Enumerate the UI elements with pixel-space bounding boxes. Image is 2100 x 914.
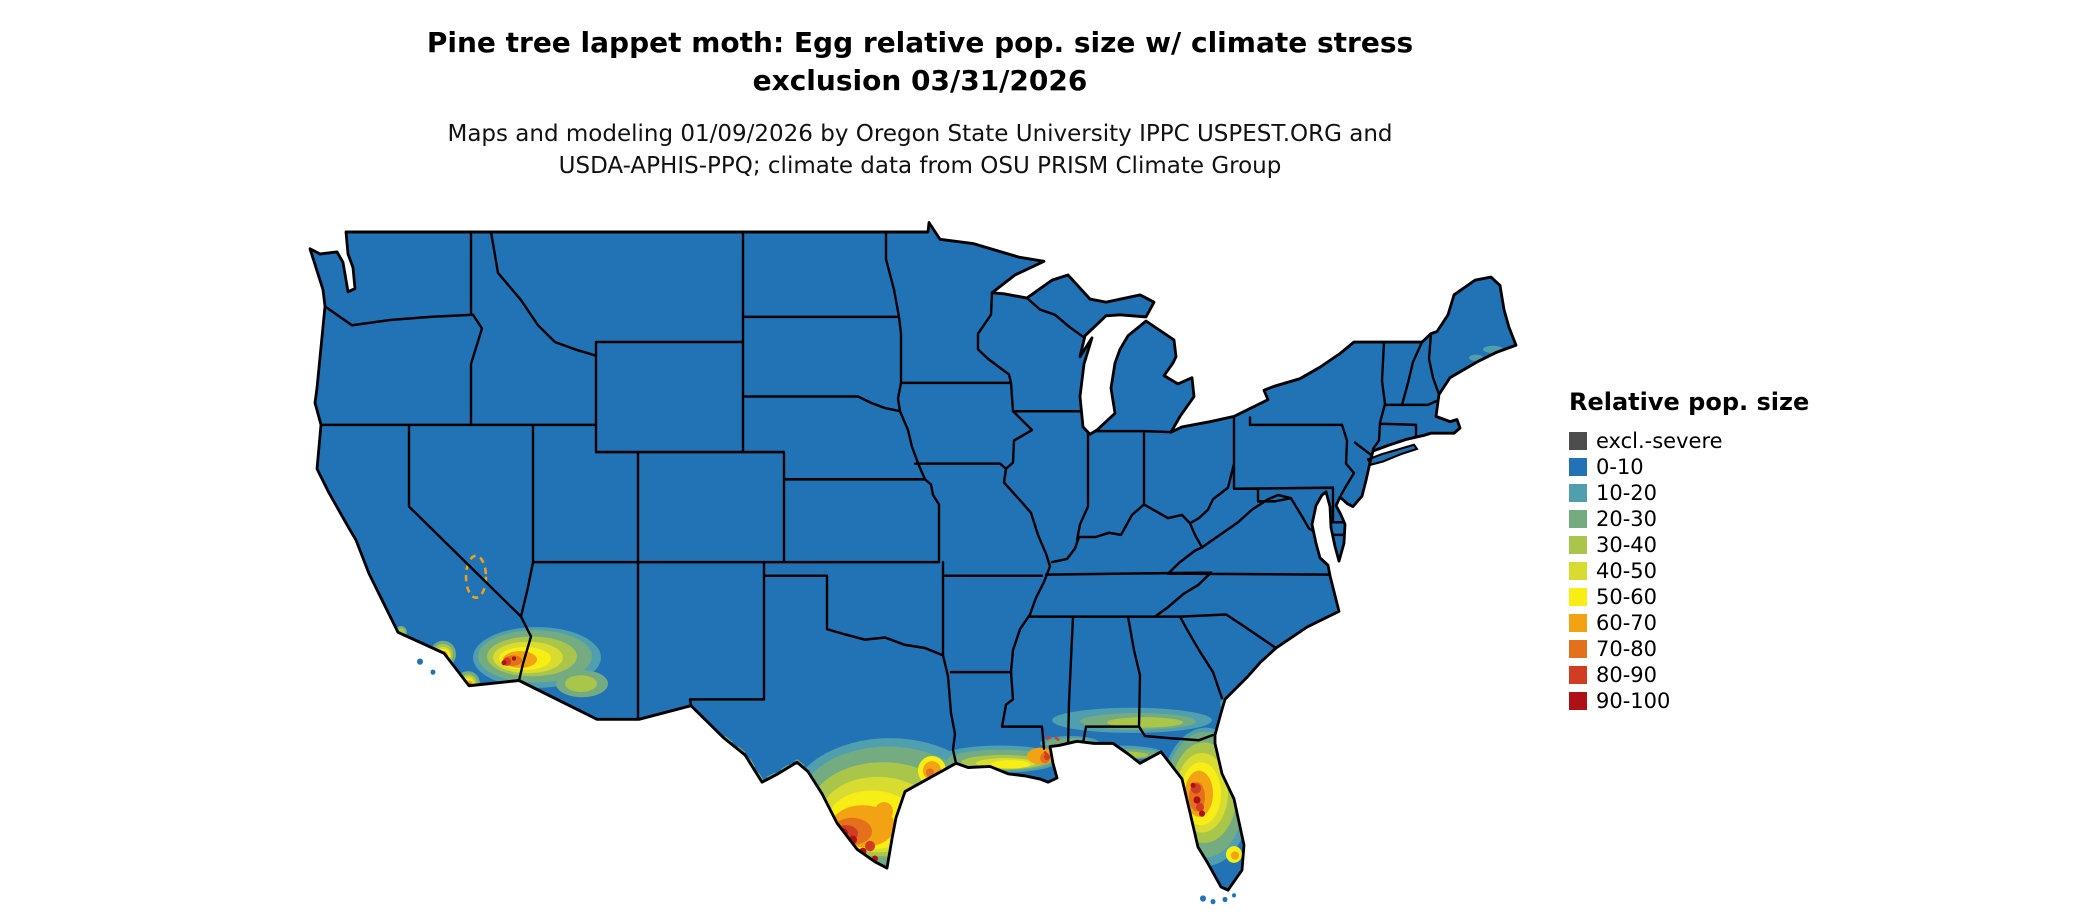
legend-title: Relative pop. size	[1569, 388, 1810, 416]
legend-swatch	[1569, 640, 1587, 658]
page-subtitle: Maps and modeling 01/09/2026 by Oregon S…	[0, 118, 1840, 182]
legend-item-50-60: 50-60	[1569, 584, 1809, 610]
legend-item-excl-severe: excl.-severe	[1569, 428, 1809, 454]
conus-landmass	[310, 222, 1516, 891]
conus-outline	[308, 221, 1518, 892]
legend-item-20-30: 20-30	[1569, 506, 1809, 532]
state-borders	[319, 230, 1441, 765]
legend-label: 40-50	[1596, 558, 1658, 583]
subtitle-line-1: Maps and modeling 01/09/2026 by Oregon S…	[447, 120, 1393, 147]
subtitle-line-2: USDA-APHIS-PPQ; climate data from OSU PR…	[558, 152, 1282, 179]
legend-label: 70-80	[1596, 636, 1658, 661]
state-borders-west	[319, 230, 1013, 721]
legend-swatch	[1569, 588, 1587, 606]
page-title: Pine tree lappet moth: Egg relative pop.…	[0, 24, 1840, 100]
legend-swatch	[1569, 692, 1587, 710]
legend-item-90-100: 90-100	[1569, 688, 1809, 714]
legend-label: 20-30	[1596, 506, 1658, 531]
title-line-1: Pine tree lappet moth: Egg relative pop.…	[426, 26, 1414, 59]
legend-item-30-40: 30-40	[1569, 532, 1809, 558]
legend-label: 60-70	[1596, 610, 1658, 635]
us-conus-map	[308, 221, 1518, 905]
legend-swatch	[1569, 510, 1587, 528]
map-header: Pine tree lappet moth: Egg relative pop.…	[0, 24, 1840, 182]
legend-swatch	[1569, 432, 1587, 450]
legend-swatch	[1569, 562, 1587, 580]
legend-swatch	[1569, 666, 1587, 684]
state-borders-northeast	[1248, 332, 1441, 497]
legend-label: 10-20	[1596, 480, 1658, 505]
legend-swatch	[1569, 458, 1587, 476]
legend-swatch	[1569, 614, 1587, 632]
legend-label: 90-100	[1596, 688, 1671, 713]
state-borders-south-central	[688, 560, 1278, 765]
legend-item-10-20: 10-20	[1569, 480, 1809, 506]
legend-item-70-80: 70-80	[1569, 636, 1809, 662]
state-borders-midwest-east	[976, 291, 1350, 728]
long-island	[1366, 443, 1419, 466]
map-legend: Relative pop. size excl.-severe 0-10 10-…	[1569, 388, 1809, 714]
legend-label: excl.-severe	[1596, 428, 1723, 453]
legend-item-40-50: 40-50	[1569, 558, 1809, 584]
legend-label: 0-10	[1596, 454, 1644, 479]
legend-items: excl.-severe 0-10 10-20 20-30 30-40 40-5…	[1569, 428, 1809, 714]
legend-item-80-90: 80-90	[1569, 662, 1809, 688]
sierra-desert-ring	[464, 554, 488, 600]
legend-swatch	[1569, 484, 1587, 502]
legend-label: 80-90	[1596, 662, 1658, 687]
legend-label: 30-40	[1596, 532, 1658, 557]
legend-item-60-70: 60-70	[1569, 610, 1809, 636]
legend-label: 50-60	[1596, 584, 1658, 609]
legend-item-0-10: 0-10	[1569, 454, 1809, 480]
map-area	[300, 210, 1522, 910]
title-line-2: exclusion 03/31/2026	[752, 63, 1088, 97]
legend-swatch	[1569, 536, 1587, 554]
